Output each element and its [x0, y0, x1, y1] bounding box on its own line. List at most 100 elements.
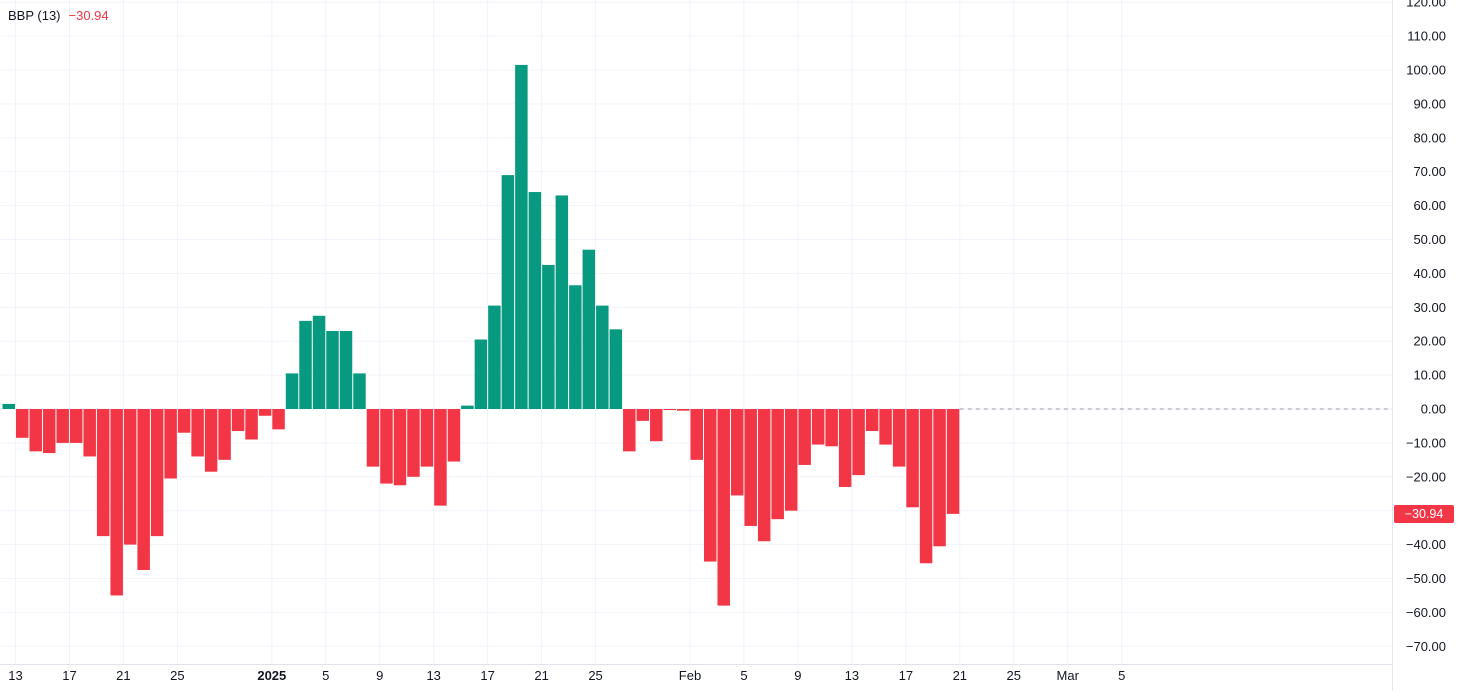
chart-bar [865, 409, 879, 432]
chart-bar [879, 409, 892, 445]
chart-bar [501, 175, 515, 409]
chart-bar [2, 403, 15, 409]
chart-bar [110, 409, 123, 596]
chart-bar [150, 409, 164, 537]
y-tick-label: 60.00 [1413, 198, 1446, 213]
last-value-badge: −30.94 [1394, 504, 1454, 523]
y-tick-label: 10.00 [1413, 368, 1446, 383]
x-tick-label: 5 [322, 668, 329, 683]
x-tick-label: 13 [8, 668, 22, 683]
x-tick-label: 21 [116, 668, 130, 683]
chart-bar [204, 409, 218, 472]
chart-bar [461, 405, 474, 409]
chart-bar [56, 409, 69, 443]
indicator-legend[interactable]: BBP (13) −30.94 [8, 8, 109, 23]
chart-bar [906, 409, 919, 508]
chart-bar [946, 409, 960, 514]
chart-bar [825, 409, 838, 447]
y-tick-label: 100.00 [1406, 63, 1446, 78]
chart-bar [380, 409, 393, 484]
chart-bar [582, 249, 596, 409]
chart-bar [96, 409, 110, 537]
chart-bar [191, 409, 204, 457]
y-tick-label: 30.00 [1413, 300, 1446, 315]
chart-bar [353, 373, 366, 409]
chart-bar [420, 409, 434, 467]
chart-bar [83, 409, 96, 457]
y-tick-label: −20.00 [1406, 469, 1446, 484]
chart-bar [933, 409, 946, 547]
chart-bar [555, 195, 569, 409]
chart-bar [366, 409, 380, 467]
chart-bar [569, 285, 582, 409]
x-tick-label: 13 [426, 668, 440, 683]
chart-bar [852, 409, 865, 476]
chart-bar [474, 339, 488, 409]
chart-bar [515, 64, 528, 409]
chart-bar [177, 409, 191, 433]
y-tick-label: 80.00 [1413, 130, 1446, 145]
chart-bar [798, 409, 811, 465]
chart-bar [650, 409, 663, 442]
chart-bar [636, 409, 650, 421]
chart-bar [231, 409, 245, 432]
chart-bar [663, 409, 677, 411]
chart-bar [690, 409, 703, 460]
x-tick-label: 17 [480, 668, 494, 683]
chart-bar [258, 409, 272, 416]
y-tick-label: −50.00 [1406, 571, 1446, 586]
chart-bar [339, 331, 353, 409]
chart-bar [542, 264, 555, 409]
x-tick-label: 25 [170, 668, 184, 683]
chart-bar [609, 329, 623, 409]
chart-bar [69, 409, 83, 443]
chart-bar [771, 409, 784, 520]
chart-bar [123, 409, 137, 545]
chart-bar [299, 320, 312, 409]
chart-bar [744, 409, 757, 526]
chart-bar [838, 409, 852, 487]
chart-bar [811, 409, 825, 445]
chart-bar [717, 409, 730, 606]
chart-bar [42, 409, 56, 454]
chart-bar [285, 373, 299, 409]
x-tick-label: 21 [953, 668, 967, 683]
chart-bar [623, 409, 636, 452]
y-tick-label: 110.00 [1407, 29, 1446, 44]
chart-bar [16, 409, 29, 438]
chart-bar [312, 315, 326, 409]
x-tick-label: 25 [1007, 668, 1021, 683]
chart-bar [596, 305, 609, 409]
chart-bar [757, 409, 771, 542]
x-tick-label: 21 [534, 668, 548, 683]
chart-bar [164, 409, 177, 479]
x-tick-label: 9 [376, 668, 383, 683]
chart-bar [272, 409, 285, 430]
chart-bar [730, 409, 744, 496]
y-tick-label: 120.00 [1406, 0, 1446, 10]
chart-bar [245, 409, 258, 440]
x-tick-label: 13 [845, 668, 859, 683]
y-tick-label: 90.00 [1413, 96, 1446, 111]
chart-bar [137, 409, 150, 571]
x-tick-label: 25 [588, 668, 602, 683]
chart-bar [488, 305, 501, 409]
x-tick-label: 17 [62, 668, 76, 683]
chart-bar [393, 409, 407, 486]
chart-bar [784, 409, 798, 511]
x-tick-label: 9 [794, 668, 801, 683]
chart-bar [703, 409, 717, 562]
indicator-name: BBP (13) [8, 8, 61, 23]
x-tick-label: 5 [1118, 668, 1125, 683]
chart-bar [434, 409, 447, 506]
y-tick-label: −70.00 [1406, 639, 1446, 654]
y-tick-label: 70.00 [1413, 164, 1446, 179]
y-tick-label: −60.00 [1406, 605, 1446, 620]
x-tick-label: 17 [899, 668, 913, 683]
chart-bar [29, 409, 42, 452]
x-tick-label: Feb [679, 668, 701, 683]
chart-bar [407, 409, 420, 477]
chart-bar [447, 409, 461, 462]
